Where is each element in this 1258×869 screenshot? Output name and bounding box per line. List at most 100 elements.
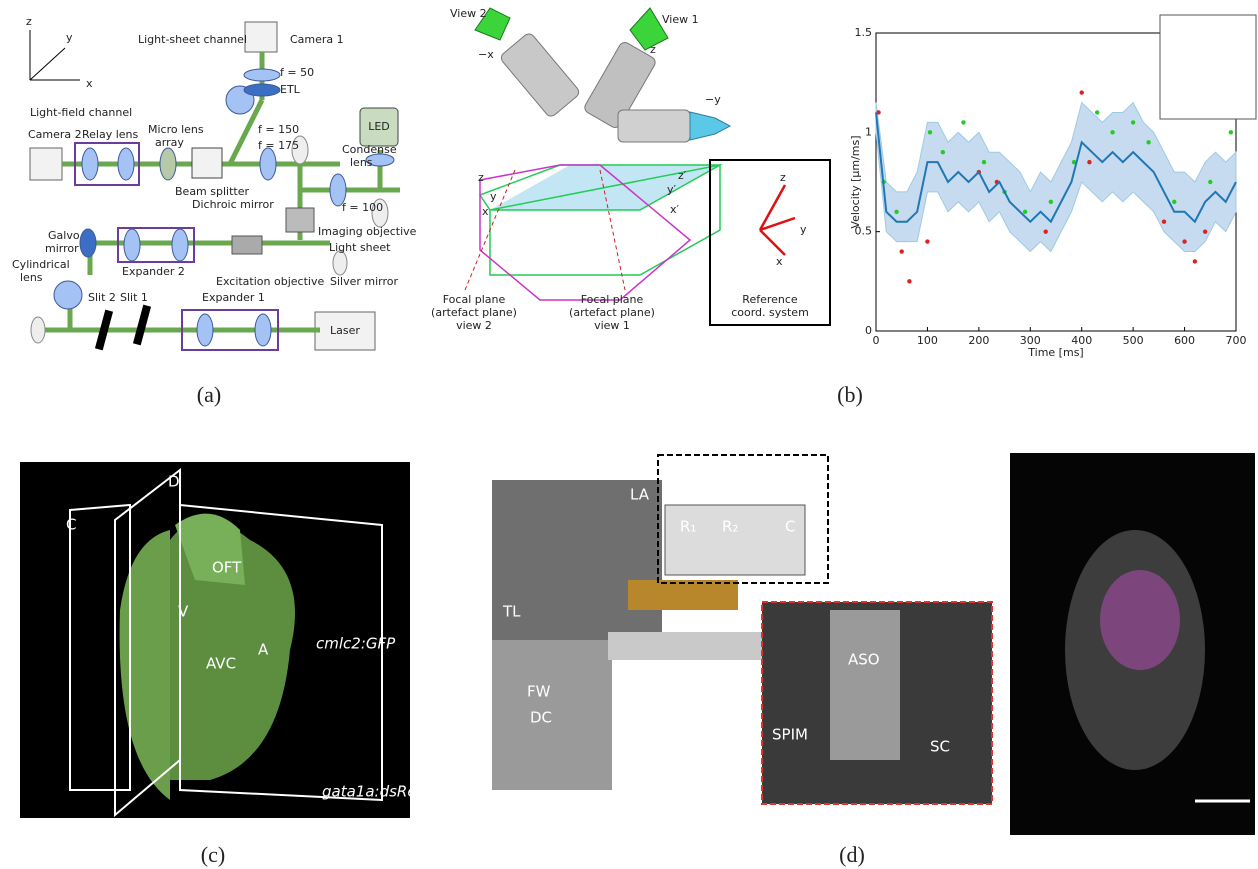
figure-text: Galvo (48, 229, 80, 242)
figure-text: z (26, 15, 32, 28)
data-point (894, 210, 898, 214)
figure-text: Silver mirror (330, 275, 399, 288)
figure-text: z (478, 171, 484, 184)
figure-text: gata1a:dsRed (322, 783, 427, 801)
figure-text: R₁ (680, 518, 696, 536)
data-point (1023, 210, 1027, 214)
figure-text: z′ (678, 169, 687, 182)
figure-text: Imaging module (683, 463, 805, 481)
figure-text: cmlc2:GFP (316, 635, 396, 653)
data-point (1146, 140, 1150, 144)
figure-text: array (155, 136, 184, 149)
figure-text: ASO (848, 651, 880, 669)
x-tick-label: 500 (1123, 334, 1144, 347)
figure: 010020030040050060070000.511.5Time [ms]V… (0, 0, 1258, 869)
figure-text: A (258, 641, 269, 659)
data-point (961, 120, 965, 124)
inset-image (1160, 15, 1256, 119)
data-point (907, 279, 911, 283)
figure-text: x (482, 205, 489, 218)
figure-text: Focal plane (443, 293, 506, 306)
figure-text: Camera 2 (28, 128, 82, 141)
figure-text: Beam splitter (175, 185, 249, 198)
figure-text: x (776, 255, 783, 268)
figure-text: LA (630, 486, 650, 504)
figure-text: coord. system (731, 306, 809, 319)
data-point (1172, 200, 1176, 204)
figure-text: Focal plane (581, 293, 644, 306)
y-tick-label: 1 (865, 125, 872, 138)
data-point (1110, 130, 1114, 134)
data-point (928, 130, 932, 134)
x-tick-label: 0 (873, 334, 880, 347)
x-tick-label: 700 (1226, 334, 1247, 347)
figure-text: −y (705, 93, 721, 106)
data-point (1087, 160, 1091, 164)
figure-text: x′ (670, 203, 680, 216)
x-tick-label: 200 (968, 334, 989, 347)
figure-text: f = 150 (258, 123, 299, 136)
figure-text: Expander 1 (202, 291, 265, 304)
figure-text: Slit 2 (88, 291, 116, 304)
data-point (1131, 120, 1135, 124)
figure-text: y′ (667, 183, 677, 196)
confidence-band (876, 103, 1236, 252)
data-point (1080, 90, 1084, 94)
panel-label: (a) (197, 382, 221, 407)
figure-text: ETL (280, 83, 301, 96)
y-tick-label: 1.5 (855, 26, 873, 39)
figure-text: lens (350, 156, 373, 169)
figure-text: SC (930, 738, 950, 756)
data-point (1203, 229, 1207, 233)
figure-text: −x (478, 48, 494, 61)
figure-text: R₂ (722, 518, 738, 536)
figure-text: f = 175 (258, 139, 299, 152)
figure-text: lens (20, 271, 43, 284)
figure-text: Micro lens (148, 123, 204, 136)
x-tick-label: 100 (917, 334, 938, 347)
figure-text: x (86, 77, 93, 90)
panel-label: (d) (839, 842, 865, 867)
figure-text: y (490, 190, 497, 203)
figure-text: Light-field channel (30, 106, 132, 119)
figure-text: f = 100 (342, 201, 383, 214)
figure-text: DC (530, 709, 552, 727)
figure-text: Laser (330, 324, 360, 337)
figure-text: Dichroic mirror (192, 198, 274, 211)
figure-text: mirror (45, 242, 79, 255)
data-point (900, 249, 904, 253)
figure-text: Light-sheet channel (138, 33, 247, 46)
figure-text: Relay lens (82, 128, 139, 141)
y-tick-label: 0 (865, 324, 872, 337)
data-point (1044, 229, 1048, 233)
data-point (1208, 180, 1212, 184)
figure-text: (artefact plane) (569, 306, 655, 319)
data-point (925, 239, 929, 243)
data-point (1229, 130, 1233, 134)
figure-text: Condense (342, 143, 397, 156)
y-axis-label: Velocity [µm/ms] (849, 135, 862, 228)
x-axis-label: Time [ms] (1027, 346, 1083, 359)
figure-text: view 1 (594, 319, 630, 332)
figure-text: D (168, 473, 180, 491)
figure-text: Imaging objective (318, 225, 417, 238)
figure-text: z (780, 171, 786, 184)
figure-text: Expander 2 (122, 265, 185, 278)
data-point (941, 150, 945, 154)
figure-text: OFT (212, 559, 242, 577)
data-point (1049, 200, 1053, 204)
figure-text: view 2 (456, 319, 492, 332)
figure-text: View 2 (450, 7, 487, 20)
data-point (1193, 259, 1197, 263)
figure-text: (artefact plane) (431, 306, 517, 319)
data-point (1182, 239, 1186, 243)
data-point (1162, 220, 1166, 224)
x-tick-label: 600 (1174, 334, 1195, 347)
figure-text: FW (527, 683, 551, 701)
figure-text: Excitation objective (216, 275, 324, 288)
figure-text: Slit 1 (120, 291, 148, 304)
data-point (1095, 110, 1099, 114)
figure-text: C (785, 518, 795, 536)
data-point (982, 160, 986, 164)
panel-label: (b) (837, 382, 863, 407)
